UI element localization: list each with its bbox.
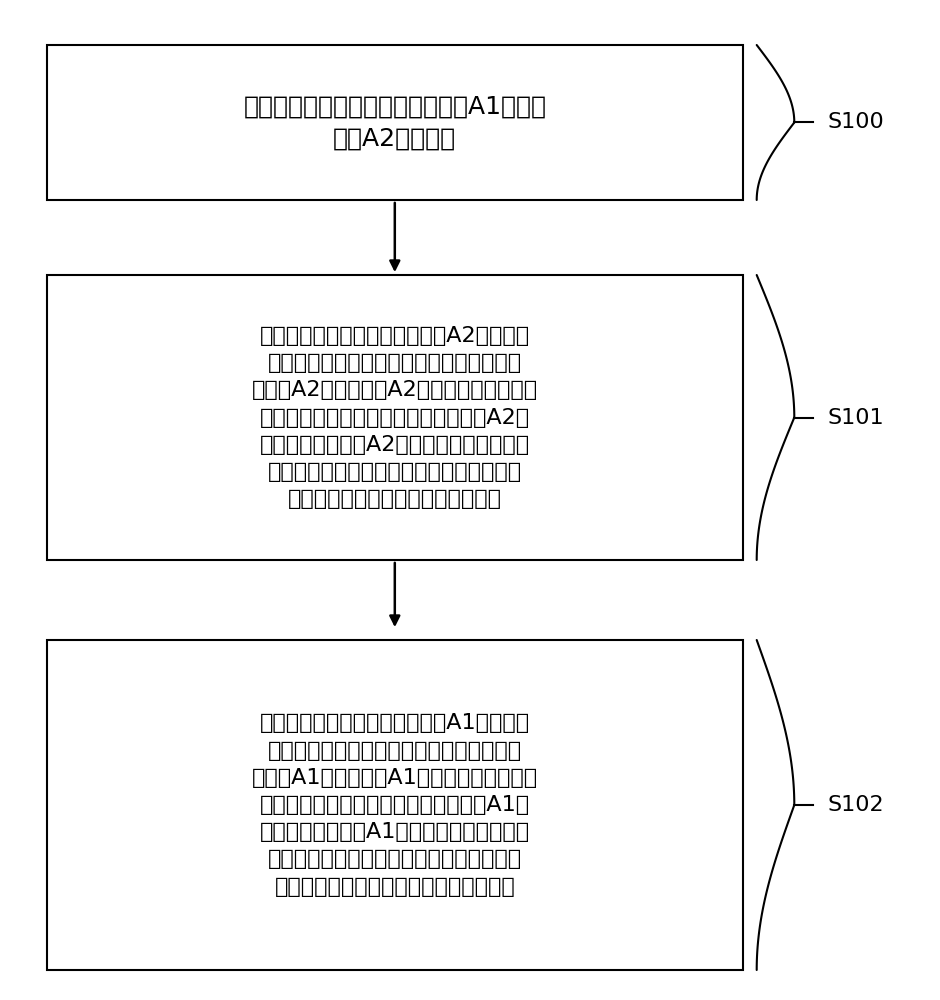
FancyBboxPatch shape [47,275,743,560]
Text: S100: S100 [827,112,884,132]
Text: S102: S102 [827,795,884,815]
FancyBboxPatch shape [47,640,743,970]
Text: S101: S101 [827,408,884,428]
Text: 在第二频点集合中选取关于所述A2测量配置
的最大参数，对所述最大参数对应的目标频
点下发A2测量，获取A2测量结果后，确定第
一目标频点，所述第一目标频点的所述: 在第二频点集合中选取关于所述A2测量配置 的最大参数，对所述最大参数对应的目标频… [252,326,538,509]
Text: 对异频异系统的各个目标频点进行A1测量配
置和A2测量配置: 对异频异系统的各个目标频点进行A1测量配 置和A2测量配置 [243,94,546,151]
FancyBboxPatch shape [47,45,743,200]
Text: 在第一频点集合中选取关于所述A1测量配置
的最小参数，对所述最小参数对应的目标频
点下发A1测量，获取A1测量结果后，确定第
二目标频点，所述第二目标频点的所述: 在第一频点集合中选取关于所述A1测量配置 的最小参数，对所述最小参数对应的目标频… [252,713,538,897]
